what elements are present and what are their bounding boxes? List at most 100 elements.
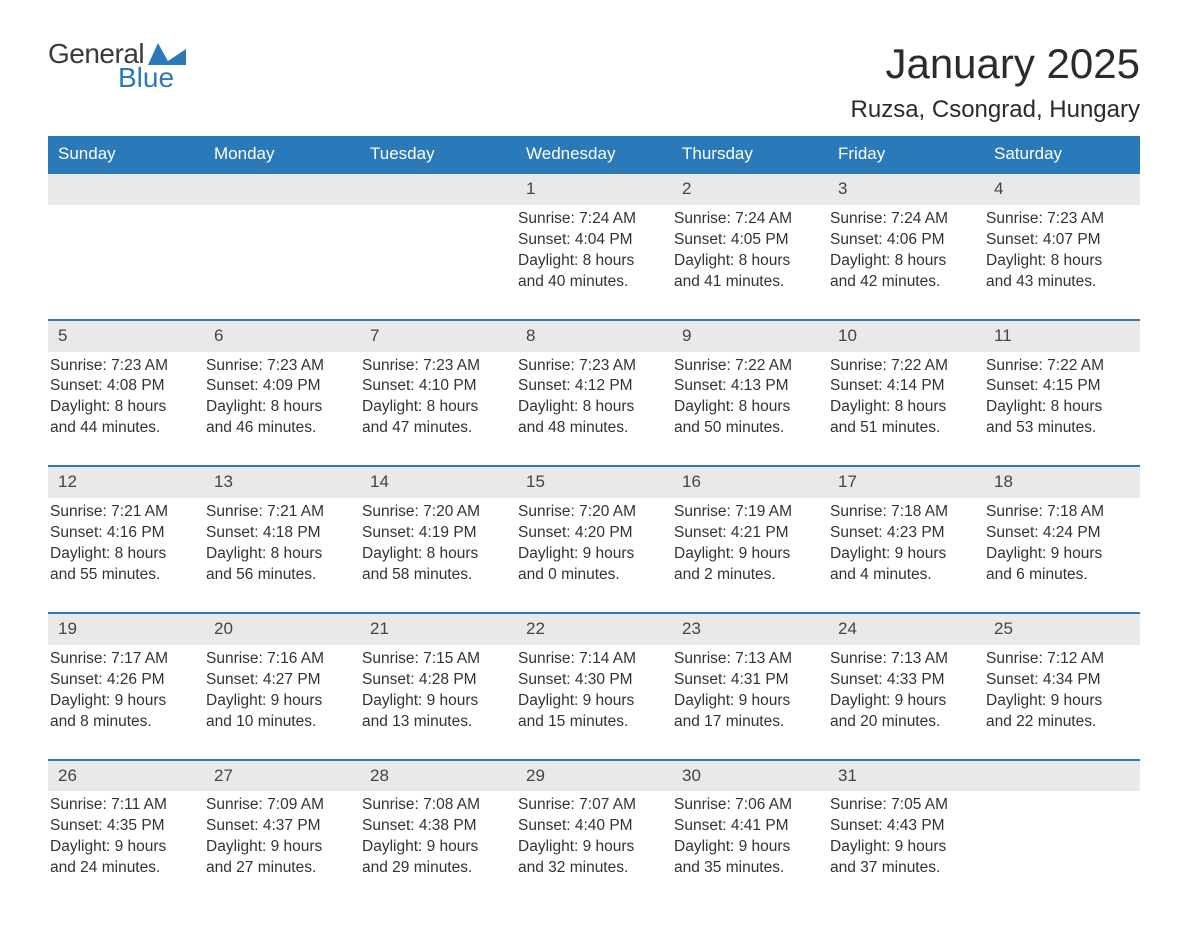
- day-header: Friday: [828, 136, 984, 173]
- day-cell-blank: [984, 791, 1140, 905]
- daylight-text-line2: and 20 minutes.: [830, 712, 974, 733]
- day-number-blank: [984, 760, 1140, 792]
- daylight-text-line2: and 22 minutes.: [986, 712, 1130, 733]
- day-header: Sunday: [48, 136, 204, 173]
- daylight-text-line2: and 35 minutes.: [674, 858, 818, 879]
- day-cell: Sunrise: 7:09 AMSunset: 4:37 PMDaylight:…: [204, 791, 360, 905]
- day-number: 7: [360, 320, 516, 352]
- sunrise-text: Sunrise: 7:11 AM: [50, 795, 194, 816]
- day-number: 26: [48, 760, 204, 792]
- sunset-text: Sunset: 4:40 PM: [518, 816, 662, 837]
- sunrise-text: Sunrise: 7:24 AM: [518, 209, 662, 230]
- brand-logo: General Blue: [48, 40, 186, 92]
- daylight-text-line2: and 6 minutes.: [986, 565, 1130, 586]
- sunset-text: Sunset: 4:10 PM: [362, 376, 506, 397]
- day-number: 9: [672, 320, 828, 352]
- day-number: 8: [516, 320, 672, 352]
- daylight-text-line1: Daylight: 9 hours: [986, 691, 1130, 712]
- daylight-text-line2: and 2 minutes.: [674, 565, 818, 586]
- day-cell: Sunrise: 7:20 AMSunset: 4:19 PMDaylight:…: [360, 498, 516, 613]
- day-cell: Sunrise: 7:24 AMSunset: 4:06 PMDaylight:…: [828, 205, 984, 320]
- day-cell: Sunrise: 7:24 AMSunset: 4:04 PMDaylight:…: [516, 205, 672, 320]
- day-number-blank: [48, 173, 204, 205]
- sunrise-text: Sunrise: 7:23 AM: [986, 209, 1130, 230]
- day-header: Saturday: [984, 136, 1140, 173]
- sunset-text: Sunset: 4:20 PM: [518, 523, 662, 544]
- sunset-text: Sunset: 4:05 PM: [674, 230, 818, 251]
- day-number: 2: [672, 173, 828, 205]
- sunrise-text: Sunrise: 7:07 AM: [518, 795, 662, 816]
- day-cell: Sunrise: 7:15 AMSunset: 4:28 PMDaylight:…: [360, 645, 516, 760]
- sunset-text: Sunset: 4:12 PM: [518, 376, 662, 397]
- daylight-text-line1: Daylight: 8 hours: [518, 251, 662, 272]
- day-number: 18: [984, 466, 1140, 498]
- daylight-text-line2: and 10 minutes.: [206, 712, 350, 733]
- day-number: 15: [516, 466, 672, 498]
- day-cell-blank: [204, 205, 360, 320]
- daylight-text-line2: and 15 minutes.: [518, 712, 662, 733]
- sunrise-text: Sunrise: 7:16 AM: [206, 649, 350, 670]
- daylight-text-line2: and 50 minutes.: [674, 418, 818, 439]
- day-number: 4: [984, 173, 1140, 205]
- sunset-text: Sunset: 4:43 PM: [830, 816, 974, 837]
- daylight-text-line1: Daylight: 8 hours: [518, 397, 662, 418]
- sunset-text: Sunset: 4:19 PM: [362, 523, 506, 544]
- day-cell: Sunrise: 7:22 AMSunset: 4:14 PMDaylight:…: [828, 352, 984, 467]
- daylight-text-line1: Daylight: 9 hours: [830, 544, 974, 565]
- daylight-text-line1: Daylight: 8 hours: [830, 251, 974, 272]
- day-cell-blank: [360, 205, 516, 320]
- sunset-text: Sunset: 4:35 PM: [50, 816, 194, 837]
- sunset-text: Sunset: 4:21 PM: [674, 523, 818, 544]
- daylight-text-line1: Daylight: 8 hours: [206, 397, 350, 418]
- daylight-text-line2: and 44 minutes.: [50, 418, 194, 439]
- day-cell: Sunrise: 7:11 AMSunset: 4:35 PMDaylight:…: [48, 791, 204, 905]
- day-number: 27: [204, 760, 360, 792]
- sunrise-text: Sunrise: 7:05 AM: [830, 795, 974, 816]
- sunrise-text: Sunrise: 7:20 AM: [362, 502, 506, 523]
- day-number-blank: [204, 173, 360, 205]
- daylight-text-line1: Daylight: 8 hours: [830, 397, 974, 418]
- daylight-text-line2: and 17 minutes.: [674, 712, 818, 733]
- day-number: 11: [984, 320, 1140, 352]
- day-number: 6: [204, 320, 360, 352]
- day-cell: Sunrise: 7:16 AMSunset: 4:27 PMDaylight:…: [204, 645, 360, 760]
- daylight-text-line2: and 0 minutes.: [518, 565, 662, 586]
- day-cell: Sunrise: 7:22 AMSunset: 4:15 PMDaylight:…: [984, 352, 1140, 467]
- sunrise-text: Sunrise: 7:23 AM: [50, 356, 194, 377]
- sunrise-text: Sunrise: 7:18 AM: [986, 502, 1130, 523]
- sunrise-text: Sunrise: 7:08 AM: [362, 795, 506, 816]
- sunset-text: Sunset: 4:27 PM: [206, 670, 350, 691]
- day-cell: Sunrise: 7:13 AMSunset: 4:31 PMDaylight:…: [672, 645, 828, 760]
- day-number: 28: [360, 760, 516, 792]
- day-cell: Sunrise: 7:17 AMSunset: 4:26 PMDaylight:…: [48, 645, 204, 760]
- sunrise-text: Sunrise: 7:12 AM: [986, 649, 1130, 670]
- day-number: 19: [48, 613, 204, 645]
- daylight-text-line2: and 27 minutes.: [206, 858, 350, 879]
- sunrise-text: Sunrise: 7:21 AM: [206, 502, 350, 523]
- sunset-text: Sunset: 4:33 PM: [830, 670, 974, 691]
- sunset-text: Sunset: 4:18 PM: [206, 523, 350, 544]
- calendar-header-row: SundayMondayTuesdayWednesdayThursdayFrid…: [48, 136, 1140, 173]
- sunset-text: Sunset: 4:16 PM: [50, 523, 194, 544]
- daylight-text-line1: Daylight: 8 hours: [50, 397, 194, 418]
- brand-word2: Blue: [118, 64, 186, 92]
- day-number: 1: [516, 173, 672, 205]
- day-cell: Sunrise: 7:20 AMSunset: 4:20 PMDaylight:…: [516, 498, 672, 613]
- daylight-text-line2: and 32 minutes.: [518, 858, 662, 879]
- day-number: 10: [828, 320, 984, 352]
- day-number: 31: [828, 760, 984, 792]
- sunrise-text: Sunrise: 7:09 AM: [206, 795, 350, 816]
- daylight-text-line2: and 56 minutes.: [206, 565, 350, 586]
- day-number: 17: [828, 466, 984, 498]
- month-title: January 2025: [851, 40, 1140, 88]
- page-header: General Blue January 2025 Ruzsa, Csongra…: [48, 40, 1140, 124]
- day-number: 24: [828, 613, 984, 645]
- daylight-text-line1: Daylight: 9 hours: [986, 544, 1130, 565]
- daylight-text-line1: Daylight: 8 hours: [50, 544, 194, 565]
- day-cell: Sunrise: 7:23 AMSunset: 4:09 PMDaylight:…: [204, 352, 360, 467]
- sunset-text: Sunset: 4:09 PM: [206, 376, 350, 397]
- daylight-text-line1: Daylight: 9 hours: [830, 837, 974, 858]
- daylight-text-line1: Daylight: 8 hours: [362, 544, 506, 565]
- sunset-text: Sunset: 4:41 PM: [674, 816, 818, 837]
- daylight-text-line2: and 4 minutes.: [830, 565, 974, 586]
